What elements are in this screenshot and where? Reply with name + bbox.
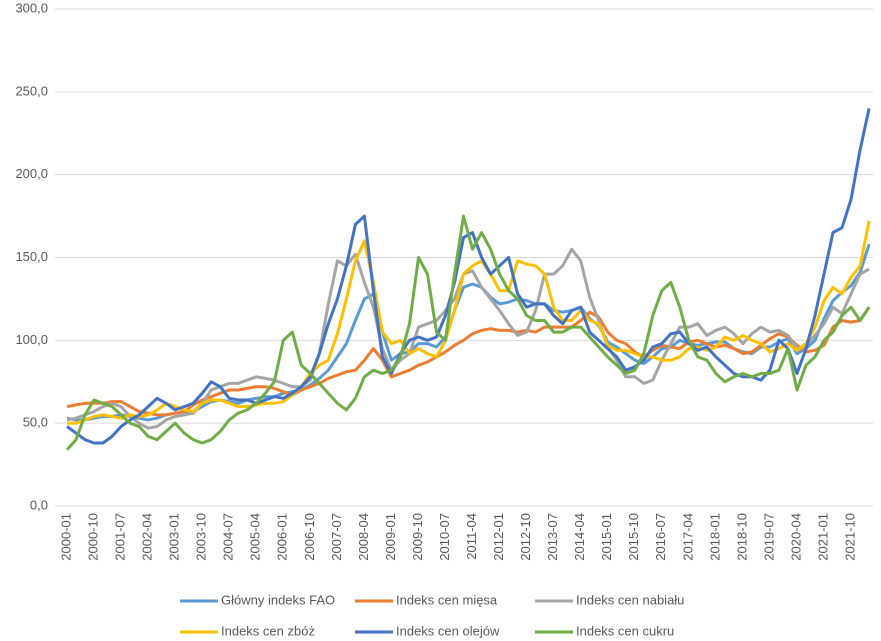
y-tick-label: 100,0 xyxy=(15,332,48,347)
x-tick-label: 2011-04 xyxy=(464,513,479,560)
x-tick-label: 2014-04 xyxy=(572,513,587,561)
x-tick-label: 2009-01 xyxy=(383,513,398,561)
series-line xyxy=(67,220,871,425)
x-tick-label: 2012-01 xyxy=(491,513,506,561)
y-tick-label: 150,0 xyxy=(15,249,48,264)
x-tick-label: 2017-04 xyxy=(680,513,695,561)
legend-label: Indeks cen zbóż xyxy=(221,623,315,638)
legend-label: Główny indeks FAO xyxy=(221,592,335,607)
legend-label: Indeks cen mięsa xyxy=(396,592,498,607)
x-tick-label: 2015-10 xyxy=(626,513,641,561)
legend-label: Indeks cen olejów xyxy=(396,623,500,638)
x-tick-label: 2005-04 xyxy=(248,513,263,561)
x-tick-label: 2001-07 xyxy=(113,513,128,561)
x-tick-label: 2021-01 xyxy=(815,513,830,561)
x-tick-label: 2021-10 xyxy=(842,513,857,561)
legend-label: Indeks cen nabiału xyxy=(576,592,684,607)
y-tick-label: 0,0 xyxy=(30,497,48,512)
x-tick-label: 2010-07 xyxy=(437,513,452,561)
x-tick-label: 2019-07 xyxy=(761,513,776,561)
y-tick-label: 200,0 xyxy=(15,166,48,181)
x-tick-label: 2000-10 xyxy=(85,513,100,561)
x-tick-label: 2003-10 xyxy=(194,513,209,561)
x-tick-label: 2007-07 xyxy=(329,513,344,561)
series-line xyxy=(66,306,871,417)
x-tick-label: 2015-01 xyxy=(599,513,614,561)
x-tick-label: 2012-10 xyxy=(518,513,533,561)
x-tick-label: 2013-07 xyxy=(545,513,560,561)
y-tick-label: 50,0 xyxy=(23,415,48,430)
x-tick-label: 2006-01 xyxy=(275,513,290,561)
x-tick-label: 2000-01 xyxy=(58,513,73,561)
x-tick-label: 2020-04 xyxy=(788,513,803,561)
x-tick-label: 2006-10 xyxy=(302,513,317,561)
x-tick-label: 2004-07 xyxy=(221,513,236,561)
x-tick-label: 2002-04 xyxy=(140,513,155,561)
series-line xyxy=(66,108,871,445)
x-tick-label: 2008-04 xyxy=(356,513,371,561)
legend-label: Indeks cen cukru xyxy=(576,623,674,638)
y-tick-label: 250,0 xyxy=(15,83,48,98)
x-tick-label: 2018-10 xyxy=(734,513,749,561)
x-tick-label: 2003-01 xyxy=(167,513,182,561)
y-tick-label: 300,0 xyxy=(15,0,48,15)
x-tick-label: 2016-07 xyxy=(653,513,668,561)
series-line xyxy=(65,214,871,451)
x-tick-label: 2009-10 xyxy=(410,513,425,561)
x-tick-label: 2018-01 xyxy=(707,513,722,561)
